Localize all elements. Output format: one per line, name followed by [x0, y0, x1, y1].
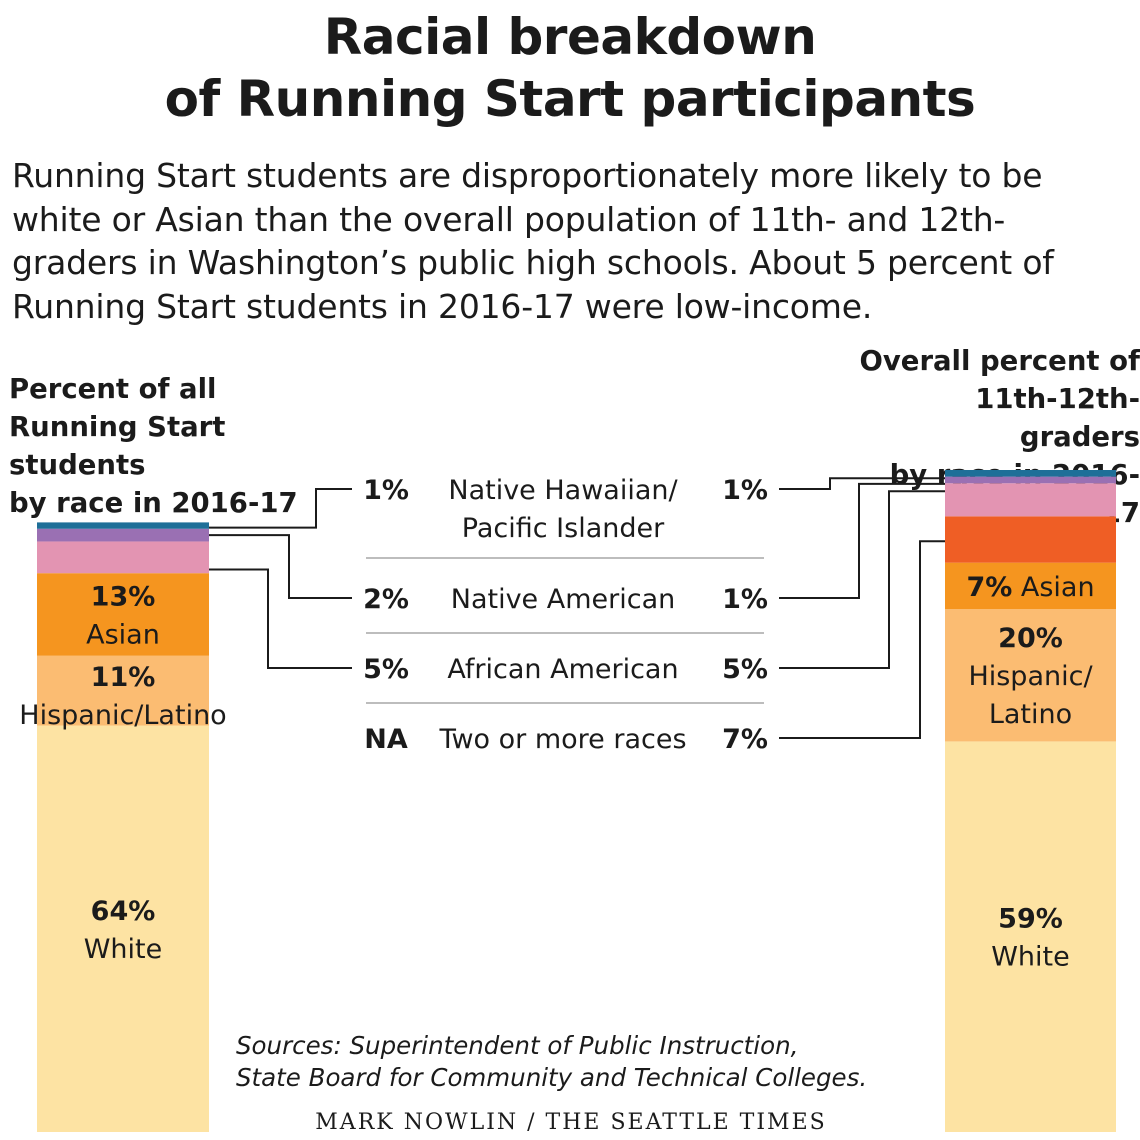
legend-label: Two or more races: [438, 724, 686, 755]
legend-label: Pacific Islander: [462, 513, 665, 544]
bar-segment-asian: [37, 573, 209, 656]
segment-pct-white: 64%: [91, 896, 156, 927]
legend-right-pct: 1%: [722, 475, 768, 506]
bar-segment-native_american: [945, 476, 1116, 484]
legend-right-pct: 5%: [722, 654, 768, 685]
bar-segment-hispanic: [945, 609, 1116, 742]
source-line: State Board for Community and Technical …: [236, 1062, 868, 1092]
segment-pct-white: 59%: [998, 904, 1063, 935]
bar-segment-two_or_more: [945, 516, 1116, 563]
title-line-2: of Running Start participants: [164, 70, 976, 128]
title-line-1: Racial breakdown: [323, 8, 817, 66]
legend-label: Native American: [451, 584, 676, 615]
segment-name-asian: Asian: [86, 620, 160, 651]
legend-left-pct: 5%: [363, 654, 409, 685]
left-header-line: Percent of all: [9, 373, 217, 405]
bar-segment-native_american: [37, 528, 209, 542]
legend-right-pct: 1%: [722, 584, 768, 615]
chart-title: Racial breakdown of Running Start partic…: [0, 6, 1140, 130]
legend-right-pct: 7%: [722, 724, 768, 755]
left-bar-header: Percent of all Running Start students by…: [9, 370, 369, 522]
segment-name-hispanic: Latino: [989, 699, 1072, 730]
legend-left-pct: NA: [364, 724, 408, 755]
segment-name-white: White: [991, 942, 1070, 973]
source-line: Sources: Superintendent of Public Instru…: [236, 1031, 799, 1060]
bar-segment-african_american: [945, 483, 1116, 517]
segment-name-hispanic: Hispanic/Latino: [19, 700, 226, 731]
legend-left-pct: 1%: [363, 475, 409, 506]
leader-line-right-native_american: [779, 482, 945, 599]
bar-segment-white: [37, 725, 209, 1132]
left-header-line: Running Start students: [9, 411, 226, 481]
segment-name-white: White: [84, 934, 163, 965]
leader-line-left-native_american: [209, 534, 352, 599]
segment-name-hispanic: Hispanic/: [968, 661, 1093, 692]
segment-label-asian: 7% Asian: [966, 572, 1094, 603]
bar-segment-native_hawaiian: [945, 470, 1116, 477]
credit-line: MARK NOWLIN / THE SEATTLE TIMES: [315, 1110, 827, 1135]
right-header-line: 11th-12th- graders: [975, 383, 1140, 453]
leader-line-right-african_american: [779, 490, 945, 669]
bar-segment-white: [945, 741, 1116, 1132]
legend-left-pct: 2%: [363, 584, 409, 615]
segment-pct-asian: 13%: [91, 582, 156, 613]
segment-pct-hispanic: 20%: [998, 623, 1063, 654]
legend-label: Native Hawaiian/: [448, 475, 678, 506]
bar-segment-african_american: [37, 541, 209, 574]
bar-segment-asian: [945, 562, 1116, 610]
leader-line-left-native_hawaiian: [209, 488, 352, 529]
bar-segment-native_hawaiian: [37, 522, 209, 529]
right-header-line: Overall percent of: [859, 345, 1140, 377]
leader-line-left-african_american: [209, 568, 352, 669]
segment-pct-hispanic: 11%: [91, 662, 156, 693]
left-header-line: by race in 2016-17: [9, 487, 298, 519]
leader-line-right-native_hawaiian: [779, 477, 945, 490]
source-note: Sources: Superintendent of Public Instru…: [236, 1030, 867, 1093]
bar-segment-hispanic: [37, 655, 209, 726]
leader-line-right-two_or_more: [779, 540, 945, 739]
chart-subtitle: Running Start students are disproportion…: [12, 156, 1054, 326]
legend-label: African American: [447, 654, 678, 685]
